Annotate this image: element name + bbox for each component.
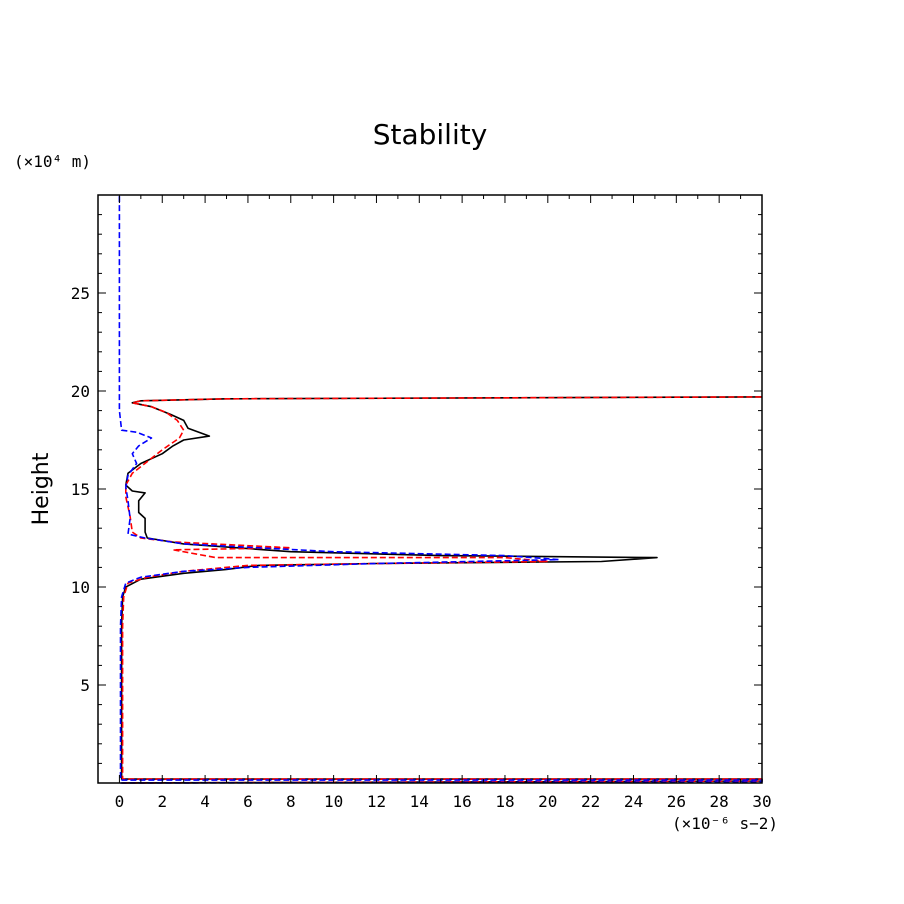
x-tick-label: 6	[243, 792, 253, 811]
x-tick-label: 8	[286, 792, 296, 811]
x-tick-label: 2	[157, 792, 167, 811]
x-tick-label: 22	[581, 792, 600, 811]
x-tick-label: 10	[324, 792, 343, 811]
series-line-1	[120, 396, 763, 784]
x-tick-label: 30	[752, 792, 771, 811]
y-tick-label: 25	[71, 284, 90, 303]
x-tick-label: 14	[410, 792, 429, 811]
x-tick-label: 28	[710, 792, 729, 811]
y-tick-label: 15	[71, 480, 90, 499]
x-tick-label: 18	[495, 792, 514, 811]
x-tick-label: 0	[115, 792, 125, 811]
x-tick-label: 12	[367, 792, 386, 811]
series-line-2	[121, 396, 763, 784]
series-layer	[118, 195, 763, 784]
x-axis-unit: (×10⁻⁶ s−2)	[672, 814, 778, 833]
y-tick-label: 5	[80, 676, 90, 695]
x-tick-label: 16	[452, 792, 471, 811]
x-tick-label: 4	[200, 792, 210, 811]
x-tick-label: 26	[667, 792, 686, 811]
y-tick-label: 20	[71, 382, 90, 401]
chart-title: Stability	[372, 118, 488, 151]
x-tick-label: 20	[538, 792, 557, 811]
x-tick-label: 24	[624, 792, 643, 811]
y-axis-label: Height	[29, 452, 54, 525]
y-axis-unit: (×10⁴ m)	[14, 152, 92, 171]
y-tick-label: 10	[71, 578, 90, 597]
plot-frame	[97, 194, 763, 784]
series-line-3	[118, 195, 763, 784]
